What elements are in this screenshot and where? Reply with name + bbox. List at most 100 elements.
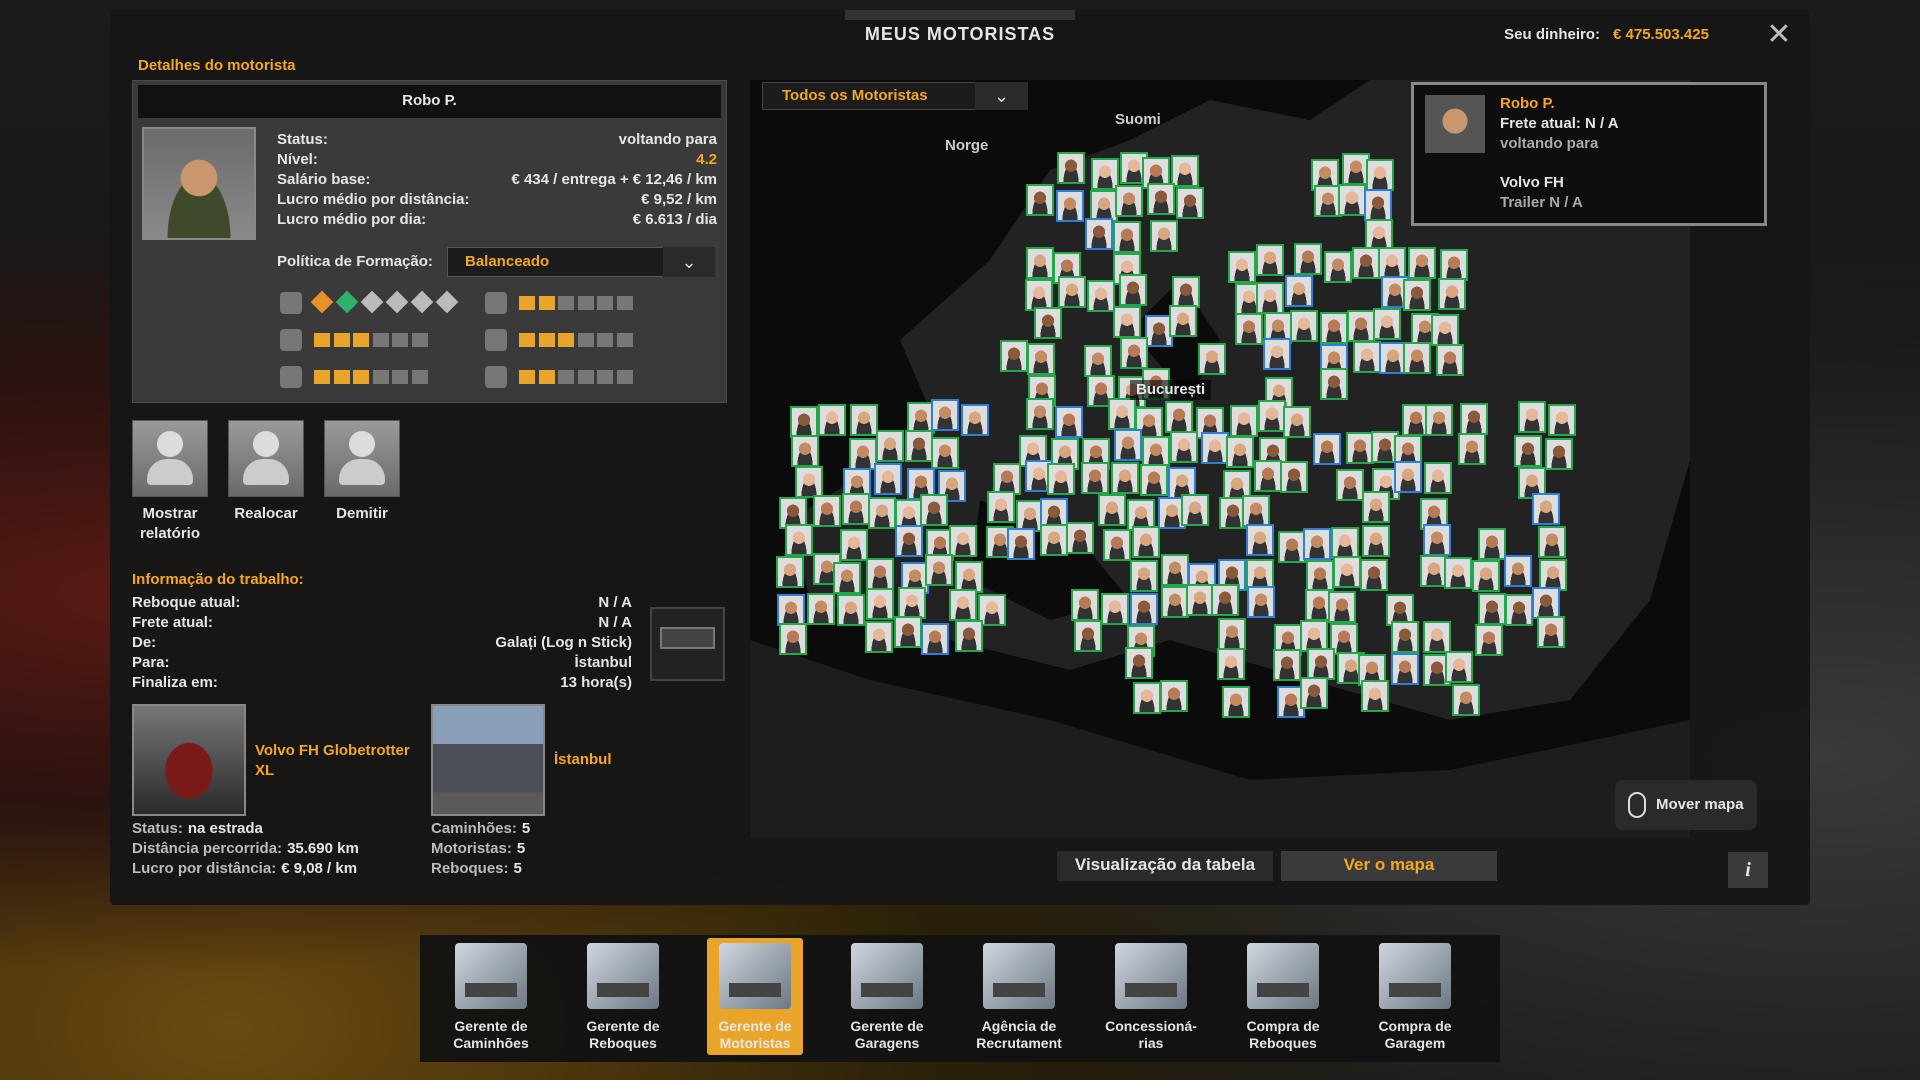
- driver-marker[interactable]: [1007, 527, 1036, 560]
- toolbar-icon[interactable]: [1247, 943, 1319, 1009]
- driver-marker[interactable]: [1256, 244, 1285, 277]
- driver-marker[interactable]: [1226, 435, 1255, 468]
- driver-marker[interactable]: [1247, 586, 1276, 619]
- driver-marker[interactable]: [784, 523, 813, 556]
- table-view-button[interactable]: [1057, 851, 1273, 881]
- driver-marker[interactable]: [1108, 398, 1137, 431]
- driver-marker[interactable]: [791, 434, 820, 467]
- driver-marker[interactable]: [1025, 183, 1054, 216]
- driver-marker[interactable]: [1422, 621, 1451, 654]
- driver-marker[interactable]: [1169, 305, 1198, 338]
- driver-marker[interactable]: [1437, 277, 1466, 310]
- driver-marker[interactable]: [1262, 337, 1291, 370]
- driver-marker[interactable]: [1299, 677, 1328, 710]
- info-button[interactable]: [1728, 852, 1768, 888]
- driver-marker[interactable]: [864, 620, 893, 653]
- driver-marker[interactable]: [955, 561, 984, 594]
- driver-marker[interactable]: [1444, 556, 1473, 589]
- driver-marker[interactable]: [1364, 189, 1393, 222]
- driver-marker[interactable]: [1474, 624, 1503, 657]
- driver-marker[interactable]: [1118, 274, 1147, 307]
- driver-marker[interactable]: [931, 398, 960, 431]
- driver-marker[interactable]: [1113, 221, 1142, 254]
- driver-marker[interactable]: [1336, 469, 1365, 502]
- driver-marker[interactable]: [1245, 524, 1274, 556]
- driver-marker[interactable]: [978, 593, 1007, 626]
- action-button[interactable]: [228, 420, 304, 497]
- toolbar-icon[interactable]: [587, 943, 659, 1009]
- toolbar-icon[interactable]: [1115, 943, 1187, 1009]
- driver-marker[interactable]: [1293, 243, 1322, 276]
- driver-marker[interactable]: [839, 529, 868, 562]
- driver-marker[interactable]: [1176, 187, 1205, 220]
- driver-marker[interactable]: [1169, 430, 1198, 463]
- driver-marker[interactable]: [1057, 275, 1086, 308]
- driver-marker[interactable]: [1256, 281, 1285, 314]
- driver-marker[interactable]: [1147, 183, 1176, 216]
- driver-marker[interactable]: [1257, 399, 1286, 432]
- driver-marker[interactable]: [1159, 679, 1188, 712]
- driver-marker[interactable]: [1221, 685, 1250, 718]
- driver-marker[interactable]: [1125, 647, 1154, 680]
- driver-marker[interactable]: [1403, 278, 1432, 311]
- driver-marker[interactable]: [1371, 430, 1400, 463]
- driver-marker[interactable]: [1352, 341, 1381, 374]
- driver-marker[interactable]: [1015, 500, 1044, 533]
- driver-marker[interactable]: [920, 493, 949, 526]
- driver-marker[interactable]: [1403, 341, 1432, 374]
- driver-marker[interactable]: [992, 462, 1021, 495]
- driver-marker[interactable]: [1150, 219, 1179, 252]
- driver-marker[interactable]: [1362, 525, 1391, 558]
- toolbar-icon[interactable]: [1379, 943, 1451, 1009]
- driver-marker[interactable]: [1365, 219, 1394, 252]
- driver-marker[interactable]: [1167, 466, 1196, 499]
- driver-marker[interactable]: [874, 462, 903, 495]
- driver-marker[interactable]: [1000, 340, 1029, 373]
- action-button[interactable]: [132, 420, 208, 497]
- driver-marker[interactable]: [1039, 497, 1068, 530]
- close-button[interactable]: ✕: [1766, 18, 1792, 51]
- driver-marker[interactable]: [1039, 523, 1068, 556]
- driver-marker[interactable]: [778, 622, 807, 655]
- driver-marker[interactable]: [1090, 157, 1119, 190]
- driver-marker[interactable]: [1310, 159, 1339, 192]
- driver-marker[interactable]: [833, 561, 862, 594]
- driver-marker[interactable]: [867, 497, 896, 530]
- driver-marker[interactable]: [866, 587, 895, 620]
- driver-marker[interactable]: [1320, 312, 1349, 345]
- driver-marker[interactable]: [1319, 368, 1348, 401]
- driver-marker[interactable]: [1358, 653, 1386, 686]
- driver-marker[interactable]: [1302, 528, 1331, 561]
- driver-marker[interactable]: [907, 402, 936, 435]
- driver-marker[interactable]: [1141, 436, 1170, 469]
- driver-marker[interactable]: [1391, 653, 1420, 686]
- driver-marker[interactable]: [961, 404, 989, 437]
- driver-marker[interactable]: [1372, 308, 1401, 341]
- driver-marker[interactable]: [1537, 615, 1566, 648]
- driver-marker[interactable]: [1113, 429, 1142, 462]
- driver-marker[interactable]: [1537, 526, 1566, 559]
- driver-marker[interactable]: [1211, 584, 1239, 617]
- driver-marker[interactable]: [1217, 617, 1246, 650]
- driver-marker[interactable]: [1246, 559, 1275, 592]
- driver-marker[interactable]: [1471, 559, 1500, 592]
- driver-marker[interactable]: [1100, 593, 1129, 626]
- driver-marker[interactable]: [954, 620, 983, 653]
- driver-marker[interactable]: [806, 593, 835, 626]
- driver-marker[interactable]: [1377, 246, 1406, 279]
- driver-marker[interactable]: [1198, 342, 1227, 375]
- map-view-button[interactable]: [1281, 851, 1497, 881]
- driver-marker[interactable]: [897, 587, 926, 620]
- driver-marker[interactable]: [1272, 649, 1301, 682]
- driver-marker[interactable]: [1425, 403, 1454, 436]
- driver-marker[interactable]: [1097, 494, 1126, 527]
- driver-marker[interactable]: [1112, 305, 1141, 338]
- driver-marker[interactable]: [1277, 530, 1306, 563]
- driver-marker[interactable]: [1424, 462, 1453, 495]
- driver-marker[interactable]: [1312, 433, 1341, 466]
- driver-marker[interactable]: [1360, 559, 1389, 592]
- driver-marker[interactable]: [1422, 524, 1451, 557]
- driver-marker[interactable]: [1532, 493, 1561, 526]
- driver-marker[interactable]: [1517, 400, 1546, 433]
- driver-marker[interactable]: [1161, 585, 1190, 618]
